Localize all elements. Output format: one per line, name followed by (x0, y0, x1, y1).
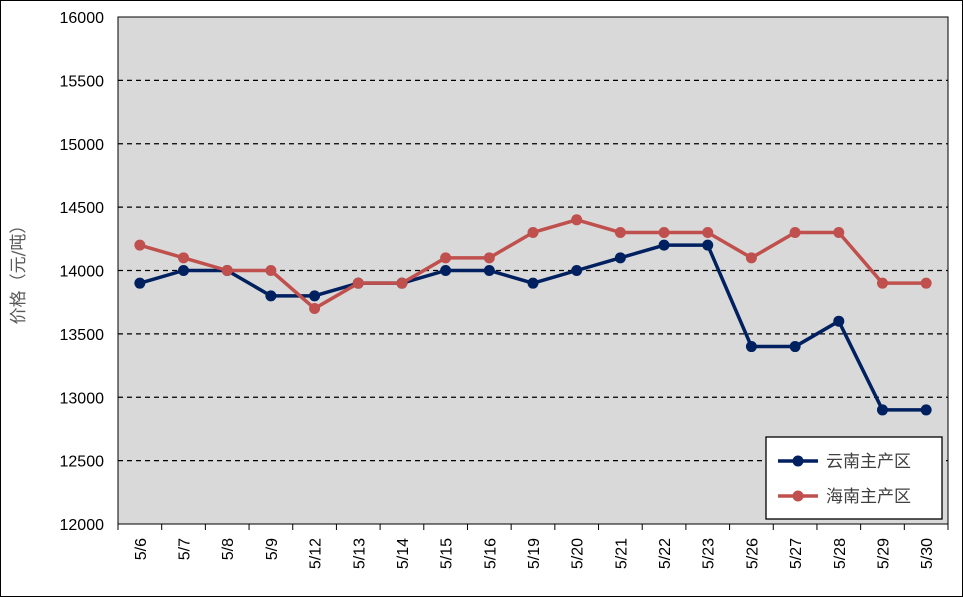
x-tick-label: 5/26 (744, 538, 761, 569)
x-tick-label: 5/7 (177, 538, 194, 560)
x-tick-label: 5/20 (570, 538, 587, 569)
data-point-series-2 (527, 226, 539, 238)
x-tick-label: 5/15 (439, 538, 456, 569)
data-point-series-1 (483, 265, 495, 276)
x-tick-label: 5/22 (657, 538, 674, 569)
data-point-series-2 (702, 226, 714, 238)
data-point-series-2 (745, 252, 757, 264)
x-tick-label: 5/29 (875, 538, 892, 569)
data-point-series-2 (440, 252, 452, 264)
x-tick-label: 5/8 (220, 538, 237, 560)
data-point-series-1 (920, 404, 932, 416)
data-point-series-2 (789, 226, 801, 238)
data-point-series-2 (352, 277, 364, 289)
y-tick-label: 13000 (60, 390, 105, 407)
x-tick-label: 5/27 (788, 538, 805, 569)
legend-box (765, 436, 943, 520)
data-point-series-2 (309, 303, 321, 315)
x-tick-label: 5/23 (701, 538, 718, 569)
data-point-series-1 (658, 239, 670, 251)
data-point-series-1 (702, 239, 714, 251)
y-tick-label: 14500 (60, 200, 105, 217)
x-tick-label: 5/9 (264, 538, 281, 560)
y-axis-label: 价格（元/吨） (9, 217, 29, 325)
x-tick-label: 5/6 (133, 538, 150, 560)
x-tick-label: 5/13 (351, 538, 368, 569)
data-point-series-2 (614, 226, 626, 238)
data-point-series-1 (745, 341, 757, 353)
legend-swatch-marker (792, 490, 804, 502)
data-point-series-2 (396, 277, 408, 289)
data-point-series-1 (178, 265, 190, 276)
x-tick-label: 5/30 (919, 538, 936, 569)
y-tick-label: 16000 (60, 10, 105, 27)
data-point-series-2 (221, 265, 233, 276)
data-point-series-2 (920, 277, 932, 289)
y-tick-label: 12000 (60, 517, 105, 534)
x-tick-label: 5/28 (832, 538, 849, 569)
data-point-series-2 (876, 277, 888, 289)
legend-label: 云南主产区 (826, 452, 911, 472)
data-point-series-1 (833, 315, 845, 327)
data-point-series-2 (483, 252, 495, 264)
data-point-series-1 (876, 404, 888, 416)
x-tick-label: 5/19 (526, 538, 543, 569)
data-point-series-2 (265, 265, 277, 276)
x-tick-label: 5/14 (395, 538, 412, 569)
data-point-series-1 (309, 290, 321, 302)
x-tick-label: 5/12 (308, 538, 325, 569)
y-tick-label: 15500 (60, 73, 105, 90)
y-tick-label: 14000 (60, 264, 105, 281)
data-point-series-1 (440, 265, 452, 276)
x-tick-label: 5/16 (482, 538, 499, 569)
legend-swatch-marker (792, 455, 804, 467)
data-point-series-2 (658, 226, 670, 238)
data-point-series-1 (571, 265, 583, 276)
data-point-series-1 (134, 277, 146, 289)
x-tick-label: 5/21 (613, 538, 630, 569)
y-tick-label: 12500 (60, 454, 105, 471)
data-point-series-1 (527, 277, 539, 289)
data-point-series-1 (614, 252, 626, 264)
y-tick-label: 15000 (60, 137, 105, 154)
data-point-series-1 (789, 341, 801, 353)
data-point-series-2 (134, 239, 146, 251)
y-tick-label: 13500 (60, 327, 105, 344)
data-point-series-2 (833, 226, 845, 238)
data-point-series-1 (265, 290, 277, 302)
data-point-series-2 (178, 252, 190, 264)
data-point-series-2 (571, 214, 583, 226)
legend-label: 海南主产区 (826, 487, 911, 507)
